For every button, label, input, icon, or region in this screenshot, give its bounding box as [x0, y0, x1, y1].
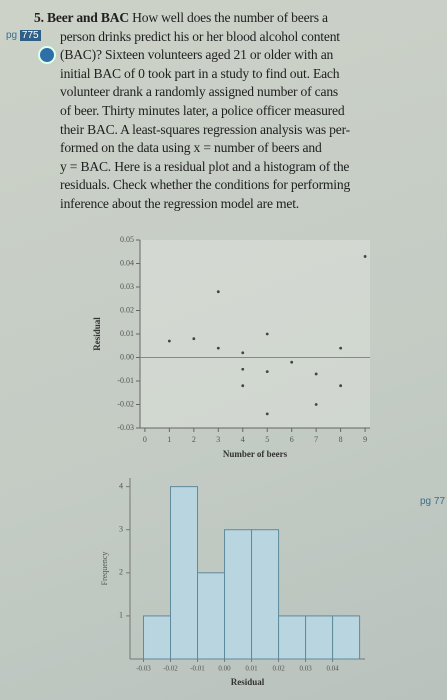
- y-tick-label: 4: [119, 481, 123, 490]
- problem-line: 5. Beer and BAC How well does the number…: [34, 10, 328, 26]
- x-tick-label: 6: [290, 435, 294, 444]
- point: [363, 255, 367, 258]
- y-tick-label: -0.01: [117, 376, 134, 385]
- x-tick-label: 0.04: [326, 665, 339, 673]
- y-tick-label: 0.00: [120, 352, 134, 361]
- x-tick-label: 5: [265, 435, 269, 444]
- point: [265, 332, 269, 336]
- x-tick-label: 3: [216, 435, 220, 444]
- problem-line: of beer. Thirty minutes later, a police …: [60, 103, 345, 118]
- point: [167, 339, 171, 343]
- point: [339, 384, 343, 388]
- bar: [305, 615, 334, 660]
- x-tick-label: 0: [143, 435, 147, 444]
- problem-line: their BAC. A least-squares regression an…: [60, 121, 350, 137]
- bar: [170, 486, 199, 660]
- point: [192, 337, 196, 341]
- problem-line: residuals. Check whether the conditions …: [60, 177, 351, 193]
- problem-line: person drinks predict his or her blood a…: [60, 28, 340, 44]
- point: [290, 360, 294, 364]
- page-ref: pg 775: [6, 30, 41, 41]
- y-tick-label: 2: [119, 568, 123, 577]
- x-axis-label: Number of beers: [223, 449, 288, 459]
- problem-line: formed on the data using x = number of b…: [60, 140, 322, 156]
- problem-line: (BAC)? Sixteen volunteers aged 21 or old…: [60, 47, 334, 63]
- x-tick-label: 0.03: [299, 665, 312, 673]
- problem-text: How well does the number of beers a: [132, 10, 328, 25]
- x-tick-label: 0.01: [245, 665, 258, 673]
- y-tick-label: 1: [119, 611, 123, 620]
- problem-title: Beer and BAC: [47, 10, 129, 25]
- x-tick-label: 0.02: [272, 665, 285, 673]
- bar: [224, 529, 253, 660]
- problem-line: volunteer drank a randomly assigned numb…: [60, 84, 339, 100]
- y-tick-label: 0.02: [120, 305, 134, 314]
- y-axis-label: Residual: [92, 317, 102, 351]
- problem-number: 5.: [34, 10, 44, 25]
- bar: [332, 615, 361, 660]
- page-ref-label: pg: [6, 30, 18, 41]
- plot-area: [140, 240, 370, 428]
- bar: [251, 529, 280, 660]
- x-tick-label: 7: [314, 435, 318, 444]
- problem-line: initial BAC of 0 took part in a study to…: [60, 65, 340, 81]
- point: [314, 403, 318, 406]
- point: [339, 346, 343, 350]
- y-tick-label: -0.03: [117, 423, 134, 432]
- point: [265, 370, 269, 373]
- point: [241, 367, 245, 371]
- page-num: 775: [19, 30, 41, 41]
- problem-line: inference about the regression model are…: [60, 196, 299, 211]
- x-axis-label: Residual: [231, 677, 265, 687]
- y-tick-label: 0.05: [120, 235, 134, 244]
- y-tick-label: 0.01: [120, 329, 134, 338]
- point: [241, 351, 245, 355]
- point: [241, 384, 245, 388]
- x-tick-label: 1: [167, 435, 171, 444]
- x-tick-label: 0.00: [218, 665, 231, 673]
- point: [216, 290, 220, 294]
- x-tick-label: -0.02: [163, 665, 178, 673]
- point: [216, 346, 220, 350]
- point: [314, 372, 318, 376]
- x-tick-label: 8: [339, 435, 343, 444]
- y-tick-label: -0.02: [117, 399, 134, 408]
- play-icon[interactable]: [38, 46, 56, 64]
- x-tick-label: -0.03: [136, 665, 151, 673]
- y-tick-label: 0.03: [120, 282, 134, 291]
- x-tick-label: 9: [363, 435, 367, 444]
- problem-line: y = BAC. Here is a residual plot and a h…: [60, 158, 350, 174]
- margin-ref: pg 77: [420, 496, 446, 507]
- y-tick-label: 0.04: [120, 258, 134, 267]
- x-tick-label: -0.01: [190, 665, 205, 673]
- y-tick-label: 3: [119, 525, 123, 534]
- point: [265, 412, 269, 416]
- y-axis-label: Frequency: [100, 552, 109, 586]
- x-tick-label: 2: [192, 435, 196, 444]
- bar: [278, 615, 307, 660]
- bar: [143, 615, 172, 660]
- x-tick-label: 4: [241, 435, 245, 444]
- bar: [197, 572, 226, 660]
